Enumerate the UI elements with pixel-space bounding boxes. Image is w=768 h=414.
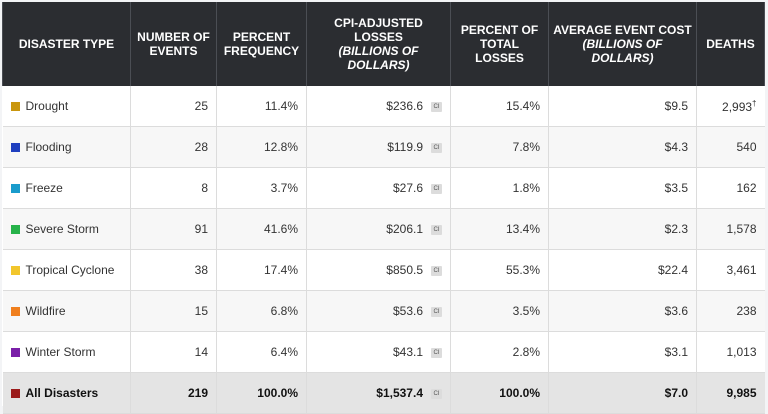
deaths-cell: 9,985: [696, 372, 765, 414]
header-average-event-cost[interactable]: AVERAGE EVENT COST (BILLIONS OF DOLLARS): [548, 2, 697, 86]
confidence-interval-icon[interactable]: CI: [431, 225, 442, 235]
events-cell: 15: [130, 290, 217, 332]
losses-cell: $43.1 CI: [306, 331, 451, 373]
frequency-cell: 12.8%: [216, 126, 307, 168]
disaster-type-cell: Freeze: [2, 167, 131, 209]
deaths-cell: 162: [696, 167, 765, 209]
header-cost-units: (BILLIONS OF DOLLARS): [582, 37, 663, 65]
events-cell: 38: [130, 249, 217, 291]
losses-cell: $53.6 CI: [306, 290, 451, 332]
events-cell: 25: [130, 86, 217, 127]
events-cell: 8: [130, 167, 217, 209]
average-cost-cell: $7.0: [548, 372, 697, 414]
disaster-type-cell: Tropical Cyclone: [2, 249, 131, 291]
average-cost-cell: $3.6: [548, 290, 697, 332]
table-row: Flooding 28 12.8% $119.9 CI 7.8% $4.3 540: [2, 126, 765, 168]
disaster-type-cell: Flooding: [2, 126, 131, 168]
table-row: Severe Storm 91 41.6% $206.1 CI 13.4% $2.…: [2, 208, 765, 250]
footnote-mark: †: [752, 98, 757, 108]
confidence-interval-icon[interactable]: CI: [431, 348, 442, 358]
frequency-cell: 6.4%: [216, 331, 307, 373]
average-cost-cell: $22.4: [548, 249, 697, 291]
color-swatch: [10, 102, 20, 111]
disaster-type-cell: Winter Storm: [2, 331, 131, 373]
losses-cell: $119.9 CI: [306, 126, 451, 168]
frequency-cell: 11.4%: [216, 86, 307, 127]
frequency-cell: 6.8%: [216, 290, 307, 332]
header-deaths[interactable]: DEATHS: [696, 2, 765, 86]
color-swatch: [10, 389, 20, 398]
losses-cell: $236.6 CI: [306, 86, 451, 127]
disaster-type-cell: All Disasters: [2, 372, 131, 414]
confidence-interval-icon[interactable]: CI: [431, 143, 442, 153]
table-row: Drought 25 11.4% $236.6 CI 15.4% $9.5 2,9…: [2, 86, 765, 127]
losses-cell: $27.6 CI: [306, 167, 451, 209]
frequency-cell: 41.6%: [216, 208, 307, 250]
average-cost-cell: $3.1: [548, 331, 697, 373]
color-swatch: [10, 225, 20, 234]
frequency-cell: 100.0%: [216, 372, 307, 414]
average-cost-cell: $2.3: [548, 208, 697, 250]
confidence-interval-icon[interactable]: CI: [431, 266, 442, 276]
color-swatch: [10, 143, 20, 152]
confidence-interval-icon[interactable]: CI: [431, 184, 442, 194]
percent-losses-cell: 13.4%: [450, 208, 549, 250]
events-cell: 219: [130, 372, 217, 414]
table-row: Freeze 8 3.7% $27.6 CI 1.8% $3.5 162: [2, 167, 765, 209]
average-cost-cell: $9.5: [548, 86, 697, 127]
header-percent-frequency[interactable]: PERCENT FREQUENCY: [216, 2, 307, 86]
disaster-type-cell: Wildfire: [2, 290, 131, 332]
deaths-cell: 3,461: [696, 249, 765, 291]
table-row: Winter Storm 14 6.4% $43.1 CI 2.8% $3.1 1…: [2, 331, 765, 373]
percent-losses-cell: 3.5%: [450, 290, 549, 332]
color-swatch: [10, 307, 20, 316]
losses-cell: $1,537.4 CI: [306, 372, 451, 414]
events-cell: 91: [130, 208, 217, 250]
frequency-cell: 3.7%: [216, 167, 307, 209]
header-percent-of-total-losses[interactable]: PERCENT OF TOTAL LOSSES: [450, 2, 549, 86]
confidence-interval-icon[interactable]: CI: [431, 389, 442, 399]
color-swatch: [10, 266, 20, 275]
table-header-row: DISASTER TYPE NUMBER OF EVENTS PERCENT F…: [2, 2, 765, 86]
total-row: All Disasters 219 100.0% $1,537.4 CI 100.…: [2, 372, 765, 414]
disaster-type-cell: Drought: [2, 86, 131, 127]
color-swatch: [10, 348, 20, 357]
average-cost-cell: $4.3: [548, 126, 697, 168]
losses-cell: $206.1 CI: [306, 208, 451, 250]
events-cell: 14: [130, 331, 217, 373]
events-cell: 28: [130, 126, 217, 168]
percent-losses-cell: 1.8%: [450, 167, 549, 209]
deaths-cell: 2,993†: [696, 86, 765, 127]
average-cost-cell: $3.5: [548, 167, 697, 209]
header-number-of-events[interactable]: NUMBER OF EVENTS: [130, 2, 217, 86]
losses-cell: $850.5 CI: [306, 249, 451, 291]
color-swatch: [10, 184, 20, 193]
deaths-cell: 540: [696, 126, 765, 168]
percent-losses-cell: 55.3%: [450, 249, 549, 291]
confidence-interval-icon[interactable]: CI: [431, 102, 442, 112]
percent-losses-cell: 7.8%: [450, 126, 549, 168]
header-losses-units: (BILLIONS OF DOLLARS): [338, 44, 419, 72]
percent-losses-cell: 100.0%: [450, 372, 549, 414]
table-row: Tropical Cyclone 38 17.4% $850.5 CI 55.3%…: [2, 249, 765, 291]
disaster-type-cell: Severe Storm: [2, 208, 131, 250]
percent-losses-cell: 15.4%: [450, 86, 549, 127]
header-disaster-type[interactable]: DISASTER TYPE: [2, 2, 131, 86]
deaths-cell: 1,013: [696, 331, 765, 373]
deaths-cell: 1,578: [696, 208, 765, 250]
percent-losses-cell: 2.8%: [450, 331, 549, 373]
deaths-cell: 238: [696, 290, 765, 332]
frequency-cell: 17.4%: [216, 249, 307, 291]
table-row: Wildfire 15 6.8% $53.6 CI 3.5% $3.6 238: [2, 290, 765, 332]
confidence-interval-icon[interactable]: CI: [431, 307, 442, 317]
header-cpi-adjusted-losses[interactable]: CPI-ADJUSTED LOSSES (BILLIONS OF DOLLARS): [306, 2, 451, 86]
